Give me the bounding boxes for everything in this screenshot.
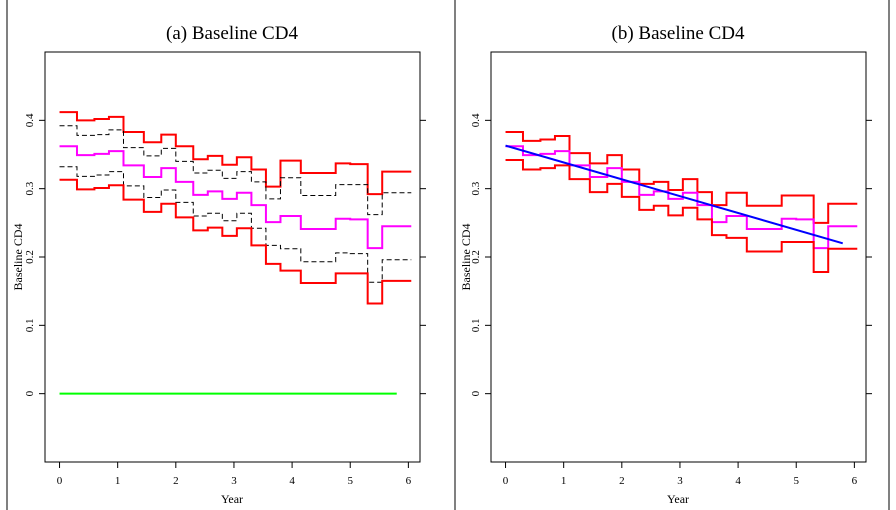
x-tick-label: 4 (735, 475, 741, 487)
series-line-3 (505, 158, 858, 274)
x-tick-label: 2 (173, 475, 179, 487)
series-line-2 (505, 145, 858, 250)
y-axis-label: Baseline CD4 (459, 224, 473, 291)
plot-frame (490, 51, 867, 463)
y-tick-label: 0.3 (24, 181, 36, 195)
y-axis-label: Baseline CD4 (11, 224, 25, 291)
panel-a: (a) Baseline CD4 0 1 2 3 4 5 6 0 0.1 0.2 0.3 0.4 Y… (11, 23, 426, 506)
x-tick-label: 0 (503, 475, 509, 487)
series-line-4 (505, 144, 844, 245)
x-tick-label: 6 (406, 475, 412, 487)
y-tick-label: 0.4 (470, 113, 482, 127)
x-tick-label: 1 (561, 475, 567, 487)
x-axis-label: Year (667, 492, 689, 506)
x-tick-label: 3 (677, 475, 683, 487)
x-tick-label: 6 (852, 475, 858, 487)
x-tick-label: 4 (289, 475, 295, 487)
y-tick-label: 0.1 (470, 318, 482, 332)
y-tick-label: 0 (470, 390, 482, 396)
y-tick-label: 0.3 (470, 181, 482, 195)
y-tick-label: 0.2 (470, 250, 482, 264)
series-line-4 (59, 166, 412, 283)
x-tick-label: 2 (619, 475, 625, 487)
plot-series (505, 130, 858, 274)
x-axis-label: Year (221, 492, 243, 506)
y-tick-label: 0 (24, 390, 36, 396)
x-tick-label: 5 (793, 475, 799, 487)
x-tick-label: 1 (115, 475, 121, 487)
chart-title: (b) Baseline CD4 (612, 23, 745, 44)
series-line-1 (505, 130, 858, 224)
series-line-1 (59, 111, 412, 196)
x-axis-ticks: 0 1 2 3 4 5 6 (57, 462, 412, 487)
y-tick-label: 0.1 (24, 318, 36, 332)
plot-series (59, 111, 412, 395)
x-tick-label: 5 (347, 475, 353, 487)
y-axis-ticks: 0 0.1 0.2 0.3 0.4 (470, 113, 872, 396)
plot-frame (44, 51, 421, 463)
series-line-5 (59, 178, 412, 305)
chart-title: (a) Baseline CD4 (166, 23, 298, 44)
panel-b: (b) Baseline CD4 0 1 2 3 4 5 6 0 0.1 0.2 0.3 0.4 Y… (459, 23, 872, 506)
y-axis-ticks: 0 0.1 0.2 0.3 0.4 (24, 113, 426, 396)
y-tick-label: 0.4 (24, 113, 36, 127)
series-line-2 (59, 125, 412, 216)
x-tick-label: 0 (57, 475, 63, 487)
x-axis-ticks: 0 1 2 3 4 5 6 (503, 462, 858, 487)
y-tick-label: 0.2 (24, 250, 36, 264)
series-line-3 (59, 145, 412, 250)
x-tick-label: 3 (231, 475, 237, 487)
